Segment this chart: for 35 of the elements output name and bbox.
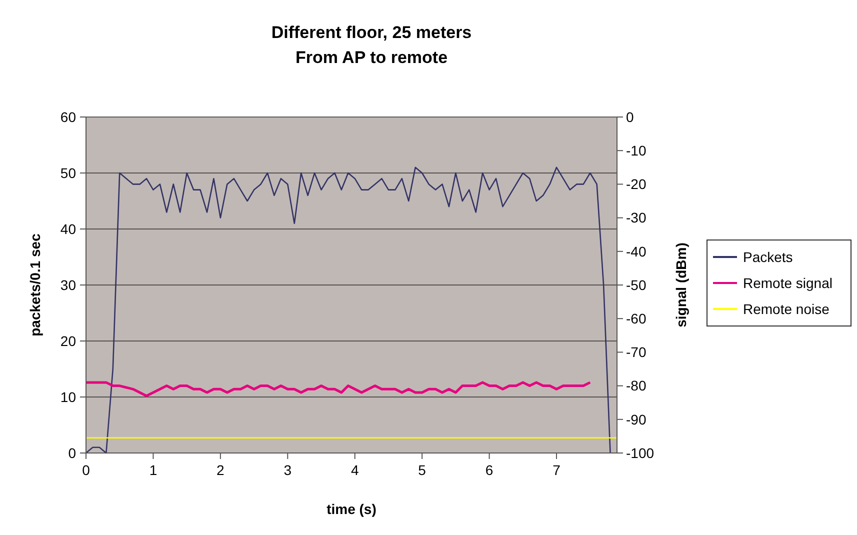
x-tick-label: 5 bbox=[418, 462, 426, 478]
legend-label: Remote noise bbox=[743, 300, 830, 317]
y-tick-label: 50 bbox=[60, 164, 76, 181]
y-tick-label: 0 bbox=[68, 444, 76, 461]
legend-label: Remote signal bbox=[743, 274, 832, 291]
y2-axis-title: signal (dBm) bbox=[673, 242, 689, 328]
x-tick-label: 2 bbox=[216, 462, 225, 478]
y2-tick-label: -40 bbox=[626, 243, 646, 260]
line-series bbox=[84, 381, 592, 398]
y2-tick-label: -100 bbox=[626, 444, 654, 461]
y2-tick-label: 0 bbox=[626, 108, 634, 125]
y2-tick-label: -60 bbox=[626, 310, 646, 326]
y-axis-title: packets/0.1 sec bbox=[27, 233, 43, 336]
x-axis-title: time (s) bbox=[326, 501, 376, 517]
line-series bbox=[85, 166, 611, 454]
y2-tick-label: -30 bbox=[626, 210, 646, 226]
y-tick-label: 20 bbox=[60, 332, 76, 349]
x-tick-label: 7 bbox=[552, 462, 561, 478]
y-tick-label: 30 bbox=[60, 276, 76, 293]
y-tick-label: 10 bbox=[60, 388, 76, 405]
y2-tick-label: -10 bbox=[626, 142, 646, 158]
x-tick-label: 1 bbox=[149, 462, 158, 478]
legend-label: Packets bbox=[743, 248, 793, 265]
x-tick-label: 3 bbox=[284, 462, 292, 478]
chart-title: Different floor, 25 meters From AP to remote bbox=[271, 23, 472, 67]
x-tick-label: 4 bbox=[350, 462, 359, 478]
y-tick-label: 40 bbox=[60, 220, 76, 237]
x-tick-label: 6 bbox=[485, 462, 494, 478]
y-tick-label: 60 bbox=[60, 108, 76, 125]
y2-tick-label: -20 bbox=[626, 176, 646, 192]
x-tick-label: 0 bbox=[82, 462, 90, 478]
y2-tick-label: -50 bbox=[626, 276, 646, 293]
y2-tick-label: -90 bbox=[626, 411, 646, 428]
y2-tick-label: -80 bbox=[626, 378, 646, 394]
y2-tick-label: -70 bbox=[626, 344, 646, 360]
